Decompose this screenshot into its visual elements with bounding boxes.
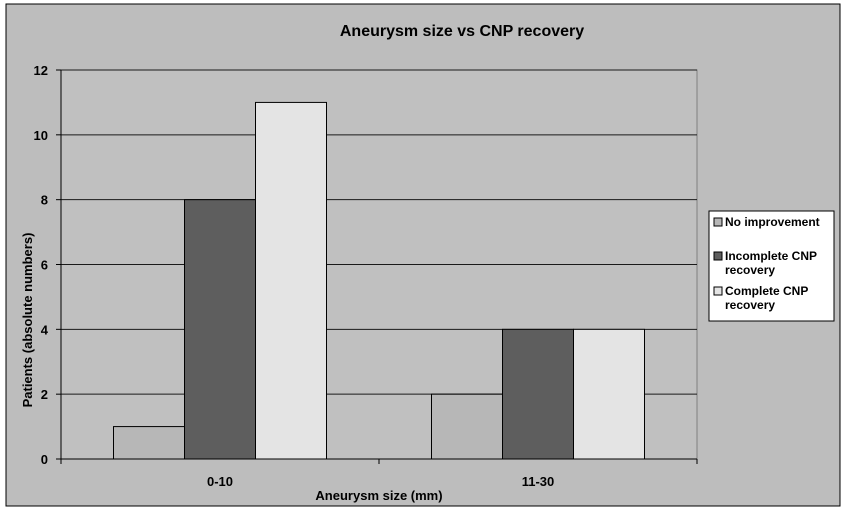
y-tick-label: 4	[41, 322, 49, 337]
y-tick-label: 2	[41, 387, 48, 402]
legend-swatch	[713, 217, 723, 227]
legend-label: No improvement	[725, 215, 820, 229]
bar-incomplete-recovery	[184, 199, 256, 460]
y-axis-title: Patients (absolute numbers)	[20, 233, 35, 408]
legend-label-line: Complete CNP	[725, 284, 808, 298]
bar-no-improvement	[431, 393, 503, 460]
y-tick-label: 0	[41, 452, 48, 467]
legend-label-line: recovery	[725, 298, 775, 312]
x-axis-title: Aneurysm size (mm)	[315, 488, 442, 503]
legend-label: Complete CNP recovery	[725, 284, 808, 312]
legend-box	[708, 210, 835, 322]
legend-label: Incomplete CNP recovery	[725, 249, 817, 277]
plot-area: 0 2 4 6 8 10 12 0-10 11-30	[34, 63, 698, 489]
y-tick-label: 12	[34, 63, 48, 78]
bar-complete-recovery	[573, 328, 645, 460]
chart-title: Aneurysm size vs CNP recovery	[340, 23, 584, 40]
bar-complete-recovery	[255, 101, 327, 460]
y-tick-label: 6	[41, 258, 48, 273]
bar-incomplete-recovery	[502, 328, 574, 460]
y-tick-label: 8	[41, 193, 48, 208]
y-tick-label: 10	[34, 128, 48, 143]
x-tick-label: 11-30	[522, 474, 555, 489]
bar-no-improvement	[113, 426, 185, 460]
legend-swatch	[713, 251, 723, 261]
legend-label-line: No improvement	[725, 215, 820, 229]
legend-swatch	[713, 286, 723, 296]
x-tick-label: 0-10	[207, 474, 233, 489]
legend-label-line: Incomplete CNP	[725, 249, 817, 263]
legend-label-line: recovery	[725, 263, 775, 277]
